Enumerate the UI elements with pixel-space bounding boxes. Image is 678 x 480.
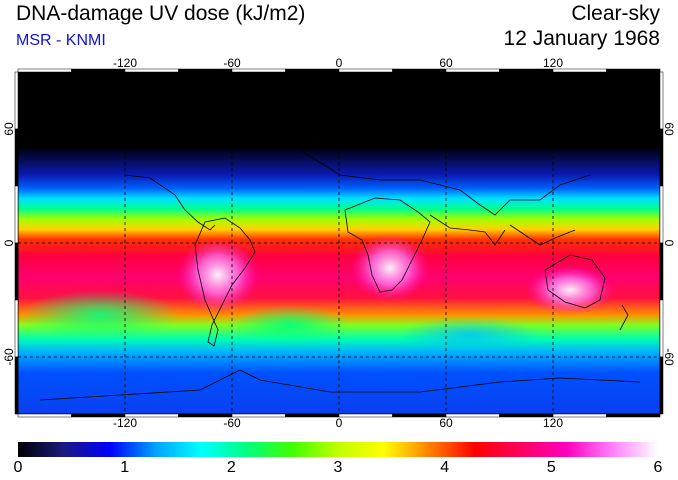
hotspot-australia	[525, 265, 615, 315]
colorbar-tick-label: 1	[120, 459, 130, 476]
frame-segment	[392, 413, 447, 418]
frame-segment	[285, 68, 340, 73]
frame-segment	[445, 68, 500, 73]
coastline-antarctica	[39, 369, 641, 401]
lon-tick-label: 60	[439, 416, 453, 430]
hotspot-south-america	[176, 237, 260, 313]
frame-segment	[445, 413, 500, 418]
date-label: 12 January 1968	[503, 27, 660, 50]
frame-segment	[14, 128, 19, 187]
coastline-new-zealand	[619, 304, 629, 331]
lat-tick-label: 0	[2, 239, 16, 247]
lat-tick-label: -60	[662, 348, 676, 366]
frame-segment	[606, 413, 661, 418]
graticule	[18, 72, 660, 414]
frame-segment	[659, 185, 664, 244]
lat-tick-label: 60	[662, 122, 676, 136]
coastlines	[39, 149, 641, 401]
frame-segment	[338, 68, 393, 73]
frame-ticks	[14, 68, 664, 418]
coastline-australia	[544, 254, 606, 309]
sky-condition-label: Clear-sky	[571, 2, 660, 25]
blue-region-indian-south	[400, 317, 540, 353]
lon-tick-label: 120	[542, 416, 564, 430]
colorbar-tick-label: 2	[226, 459, 236, 476]
source-label: MSR - KNMI	[16, 32, 106, 49]
frame-segment	[659, 356, 664, 415]
colorbar-tick-label: 4	[440, 459, 450, 476]
frame-segment	[659, 71, 664, 130]
frame-segment	[285, 413, 340, 418]
lon-tick-label: 0	[335, 416, 343, 430]
coastline-arabia-india	[429, 214, 506, 246]
hotspot-africa	[350, 234, 430, 302]
lat-tick-label: 60	[2, 122, 16, 136]
lon-tick-label: -60	[223, 56, 241, 70]
coastline-south-america	[194, 217, 256, 347]
lon-tick-label: -60	[223, 416, 241, 430]
colorbar-tick-label: 6	[653, 459, 663, 476]
frame-segment	[14, 71, 19, 130]
green-region-atlantic-south	[230, 305, 350, 345]
green-region-pacific-south	[20, 290, 180, 340]
frame-segment	[14, 185, 19, 244]
frame-segment	[659, 242, 664, 301]
map-title: DNA-damage UV dose (kJ/m2)	[16, 2, 306, 25]
lon-tick-label: -120	[112, 56, 138, 70]
colorbar-tick-label: 3	[333, 459, 343, 476]
lat-tick-label: 0	[662, 239, 676, 247]
frame-segment	[17, 68, 72, 73]
coastline-africa	[344, 197, 431, 293]
coastline-eurasia	[299, 149, 591, 216]
frame-segment	[392, 68, 447, 73]
lat-tick-label: -60	[2, 348, 16, 366]
coastline-southeast-asia	[509, 224, 576, 246]
coastline-north-america	[124, 174, 216, 231]
colorbar-tick-label: 0	[13, 459, 23, 476]
lon-tick-label: 0	[335, 56, 343, 70]
frame-segment	[659, 128, 664, 187]
lon-tick-label: -120	[112, 416, 138, 430]
frame-segment	[14, 242, 19, 301]
colorbar	[18, 442, 658, 457]
colorbar-tick-label: 5	[546, 459, 556, 476]
frame-segment	[17, 413, 72, 418]
frame-segment	[14, 356, 19, 415]
frame-segment	[338, 413, 393, 418]
frame-segment	[606, 68, 661, 73]
lon-tick-label: 60	[439, 56, 453, 70]
lon-tick-label: 120	[542, 56, 564, 70]
